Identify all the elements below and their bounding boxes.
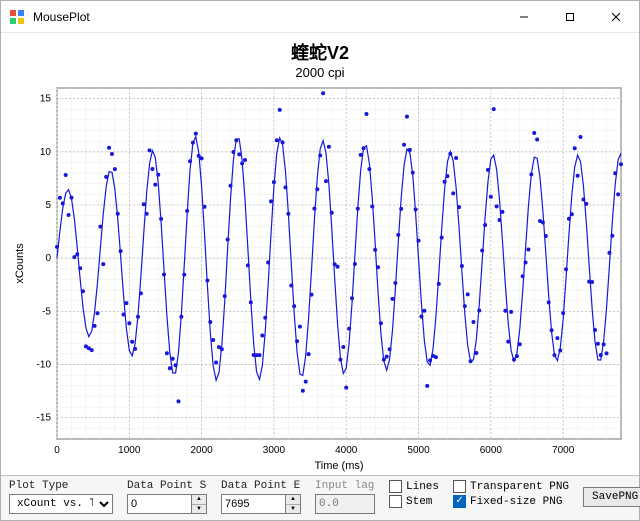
plot-type-group: Plot Type xCount vs. Time — [9, 480, 113, 514]
data-point-start-label: Data Point Start — [127, 480, 207, 492]
app-icon — [9, 9, 25, 25]
svg-text:10: 10 — [40, 147, 52, 158]
window-title: MousePlot — [33, 10, 501, 24]
fixed-size-png-label: Fixed-size PNG — [470, 496, 562, 508]
svg-text:7000: 7000 — [552, 445, 575, 456]
svg-text:2000: 2000 — [190, 445, 213, 456]
svg-text:-5: -5 — [42, 306, 51, 317]
plot-type-label: Plot Type — [9, 480, 113, 492]
data-point-end-input[interactable] — [221, 494, 286, 514]
svg-text:1000: 1000 — [118, 445, 141, 456]
app-window: MousePlot 蝰蛇V2 2000 cpi 0 1000 2000 3000 400… — [0, 0, 640, 521]
svg-text:4000: 4000 — [335, 445, 358, 456]
svg-text:Time (ms): Time (ms) — [314, 460, 363, 472]
data-point-end-group: Data Point End ▲▼ — [221, 480, 301, 514]
data-point-start-spinner[interactable]: ▲▼ — [192, 494, 207, 514]
input-lag-label: Input lag — [315, 480, 375, 492]
data-point-end-label: Data Point End — [221, 480, 301, 492]
lines-checkbox[interactable]: Lines — [389, 480, 439, 493]
maximize-button[interactable] — [547, 1, 593, 32]
stem-label: Stem — [406, 496, 432, 508]
titlebar: MousePlot — [1, 1, 639, 33]
data-point-start-input[interactable] — [127, 494, 192, 514]
transparent-png-label: Transparent PNG — [470, 481, 569, 493]
svg-text:-15: -15 — [37, 413, 52, 424]
data-point-end-spinner[interactable]: ▲▼ — [286, 494, 301, 514]
svg-text:xCounts: xCounts — [14, 243, 26, 284]
svg-text:5: 5 — [45, 200, 51, 211]
transparent-png-checkbox[interactable]: Transparent PNG — [453, 480, 569, 493]
data-point-start-group: Data Point Start ▲▼ — [127, 480, 207, 514]
chart-title: 蝰蛇V2 — [9, 39, 631, 65]
plot-type-select[interactable]: xCount vs. Time — [9, 494, 113, 514]
svg-text:6000: 6000 — [480, 445, 503, 456]
svg-text:-10: -10 — [37, 360, 52, 371]
stem-checkbox[interactable]: Stem — [389, 495, 439, 508]
close-button[interactable] — [593, 1, 639, 32]
minimize-button[interactable] — [501, 1, 547, 32]
svg-text:3000: 3000 — [263, 445, 286, 456]
chart-canvas: 0 1000 2000 3000 4000 5000 6000 7000 -15 -10 -5 0 5 1… — [9, 82, 631, 473]
render-options: Lines Stem — [389, 480, 439, 508]
chart-subtitle: 2000 cpi — [9, 65, 631, 80]
png-options: Transparent PNG ✓ Fixed-size PNG — [453, 480, 569, 508]
input-lag-group: Input lag — [315, 480, 375, 514]
svg-text:15: 15 — [40, 94, 52, 105]
fixed-size-png-checkbox[interactable]: ✓ Fixed-size PNG — [453, 495, 569, 508]
svg-text:0: 0 — [54, 445, 60, 456]
save-png-button[interactable]: SavePNG — [583, 487, 640, 507]
bottom-panel: Plot Type xCount vs. Time Data Point Sta… — [1, 475, 639, 520]
svg-text:5000: 5000 — [407, 445, 430, 456]
plot-area: 蝰蛇V2 2000 cpi 0 1000 2000 3000 4000 5000 6000 7… — [1, 33, 639, 475]
svg-text:0: 0 — [45, 253, 51, 264]
window-controls — [501, 1, 639, 32]
input-lag-input — [315, 494, 375, 514]
lines-label: Lines — [406, 481, 439, 493]
